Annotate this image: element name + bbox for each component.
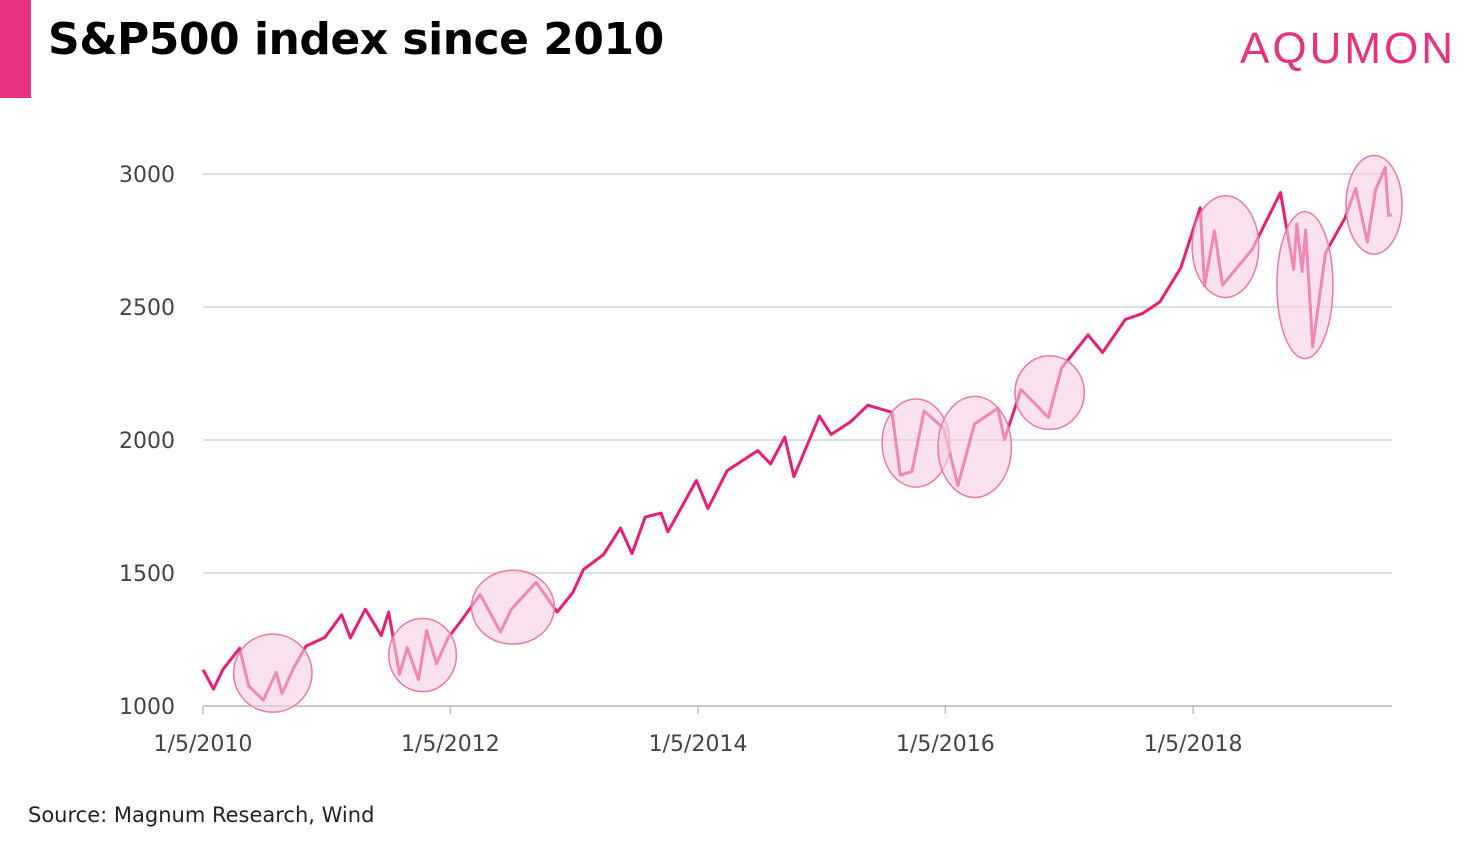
chart-title: S&P500 index since 2010 xyxy=(48,14,664,65)
highlight-ellipse-2 xyxy=(388,617,458,693)
x-axis: 1/5/2010 1/5/2012 1/5/2014 1/5/2016 1/5/2018 xyxy=(154,705,1392,757)
y-tick-label: 2500 xyxy=(119,296,175,321)
accent-bar xyxy=(0,0,31,98)
highlight-ellipse-7 xyxy=(1191,195,1260,299)
source-note: Source: Magnum Research, Wind xyxy=(28,803,375,827)
x-tick-label: 1/5/2012 xyxy=(401,732,500,757)
x-tick-label: 1/5/2016 xyxy=(896,732,995,757)
highlight-ellipse-1 xyxy=(232,633,313,713)
y-tick-label: 1000 xyxy=(119,695,175,720)
highlight-ellipse-6 xyxy=(1014,355,1085,431)
highlight-layer xyxy=(232,154,1403,713)
highlight-ellipse-8 xyxy=(1276,210,1334,360)
y-tick-label: 3000 xyxy=(119,163,175,188)
y-tick-label: 1500 xyxy=(119,562,175,587)
x-tick-label: 1/5/2010 xyxy=(154,732,253,757)
y-tick-label: 2000 xyxy=(119,429,175,454)
brand-logo: AQUMON xyxy=(1240,24,1456,73)
highlight-ellipse-3 xyxy=(470,569,556,645)
x-tick-label: 1/5/2018 xyxy=(1144,732,1243,757)
highlight-ellipse-5 xyxy=(937,395,1013,499)
highlight-ellipse-9 xyxy=(1345,154,1403,255)
x-tick-label: 1/5/2014 xyxy=(649,732,748,757)
y-axis: 1000 1500 2000 2500 3000 xyxy=(119,163,175,720)
